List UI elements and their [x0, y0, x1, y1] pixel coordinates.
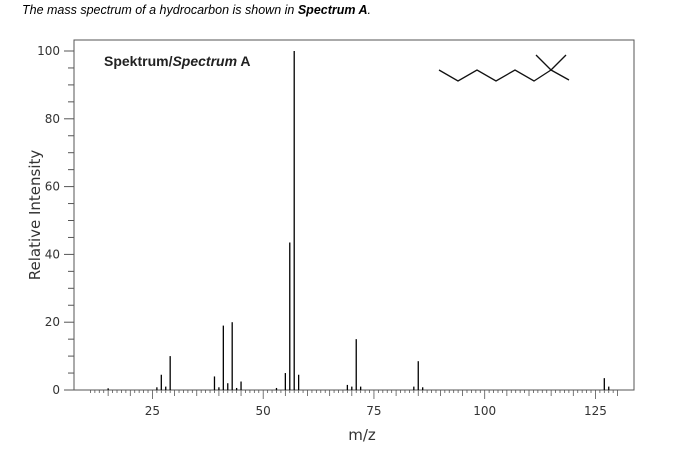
x-tick-label: 25 — [145, 404, 160, 418]
caption-emphasis: Spectrum A — [297, 3, 368, 17]
y-tick-label: 60 — [45, 180, 60, 194]
y-axis-label: Relative Intensity — [26, 150, 44, 281]
y-tick-label: 40 — [45, 247, 60, 261]
molecule-structure-methyl-2 — [550, 54, 567, 71]
question-caption: The mass spectrum of a hydrocarbon is sh… — [22, 3, 371, 17]
x-tick-label: 50 — [256, 404, 271, 418]
chart-title-normal: Spektrum/ — [104, 53, 173, 69]
y-tick-label: 100 — [37, 44, 60, 58]
y-tick-label: 20 — [45, 315, 60, 329]
molecule-structure-methyl-3 — [550, 69, 570, 81]
caption-prefix: The mass spectrum of a hydrocarbon is sh… — [22, 3, 295, 17]
plot-frame — [73, 39, 635, 391]
caption-suffix: . — [367, 3, 372, 17]
x-axis-label: m/z — [348, 426, 376, 444]
x-tick-label: 125 — [584, 404, 607, 418]
molecule-structure-chain — [438, 69, 552, 82]
molecule-structure-methyl-1 — [535, 54, 552, 71]
y-tick-label: 80 — [45, 112, 60, 126]
x-tick-label: 100 — [473, 404, 496, 418]
x-axis: 25 50 75 100 125 — [90, 390, 618, 418]
x-tick-label: 75 — [366, 404, 381, 418]
y-axis: 0 20 40 60 80 100 — [37, 44, 74, 397]
spectrum-peaks — [107, 51, 610, 390]
chart-title: Spektrum/Spectrum A — [104, 53, 251, 69]
chart-title-italic: Spectrum — [172, 53, 237, 69]
chart-title-suffix: A — [237, 53, 250, 69]
y-tick-label: 0 — [52, 383, 60, 397]
